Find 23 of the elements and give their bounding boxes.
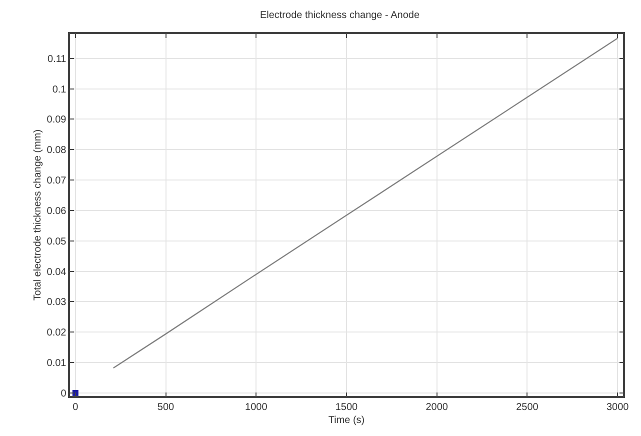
- x-tick-label: 1500: [335, 402, 358, 413]
- y-tick-label: 0.01: [46, 358, 67, 370]
- y-axis-title: Total electrode thickness change (mm): [32, 129, 44, 301]
- y-tick-label: 0.03: [46, 297, 67, 308]
- x-axis-title: Time (s): [328, 414, 365, 426]
- y-tick-label: 0: [60, 388, 67, 400]
- x-tick-label: 2500: [516, 402, 539, 413]
- x-tick-label: 2000: [426, 402, 448, 413]
- y-tick-label: 0.02: [46, 328, 67, 339]
- y-tick-label: 0.05: [46, 236, 67, 248]
- y-tick-label: 0.06: [46, 206, 67, 217]
- chart-title: Electrode thickness change - Anode: [260, 10, 420, 21]
- y-tick-label: 0.11: [48, 54, 67, 65]
- x-tick-label: 0: [72, 402, 79, 413]
- x-tick-label: 500: [157, 402, 175, 413]
- y-tick-label: 0.09: [46, 114, 67, 126]
- y-tick-label: 0.04: [46, 266, 67, 278]
- y-tick-label: 0.07: [46, 176, 67, 187]
- y-tick-label: 0.08: [46, 145, 67, 156]
- y-tick-label: 0.1: [52, 84, 67, 96]
- line-series: [112, 38, 618, 369]
- x-tick-label: 1000: [245, 402, 268, 413]
- x-tick-label: 3000: [606, 402, 630, 413]
